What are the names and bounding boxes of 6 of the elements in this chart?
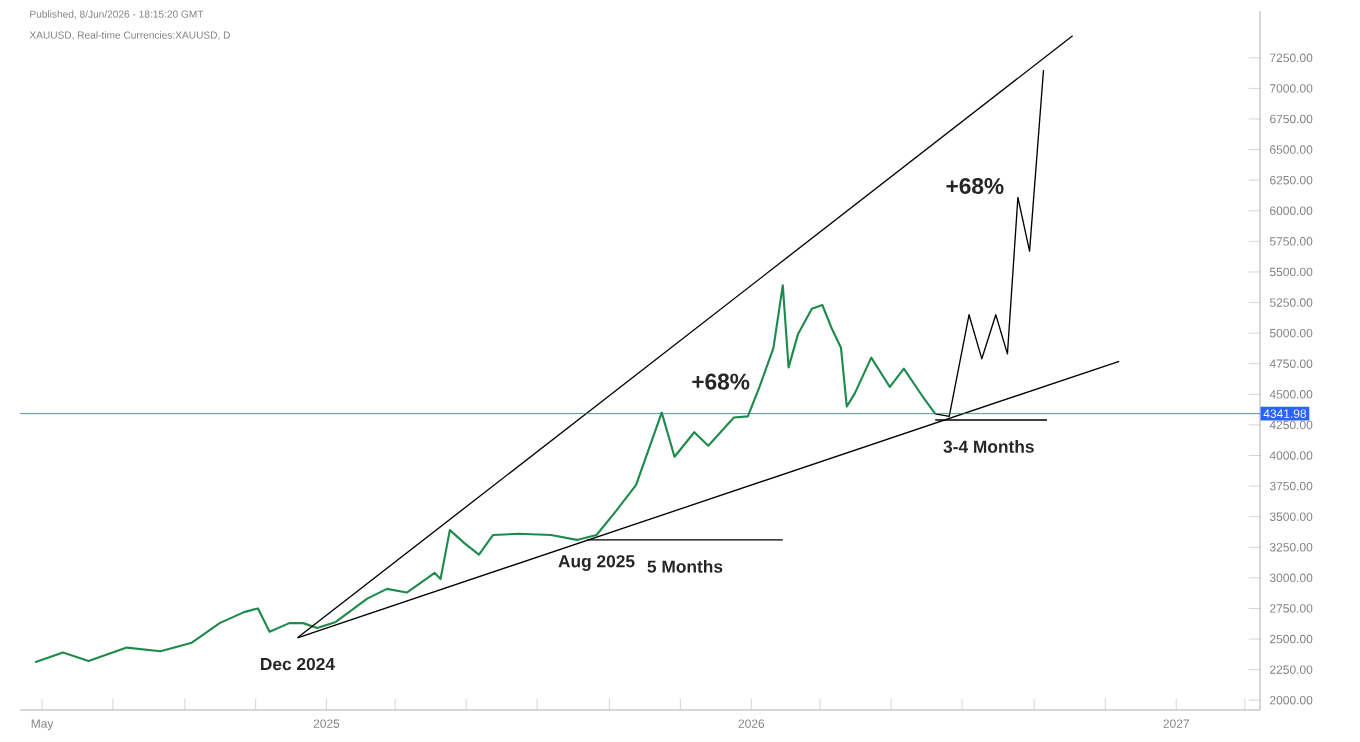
annotation: 5 Months xyxy=(647,560,723,573)
annotation: +68% xyxy=(946,177,1004,194)
annotation: Dec 2024 xyxy=(261,657,335,671)
annotation: +68% xyxy=(692,373,750,390)
annotation: Aug 2025 xyxy=(558,555,635,571)
annotation: 3-4 Months xyxy=(943,440,1034,453)
